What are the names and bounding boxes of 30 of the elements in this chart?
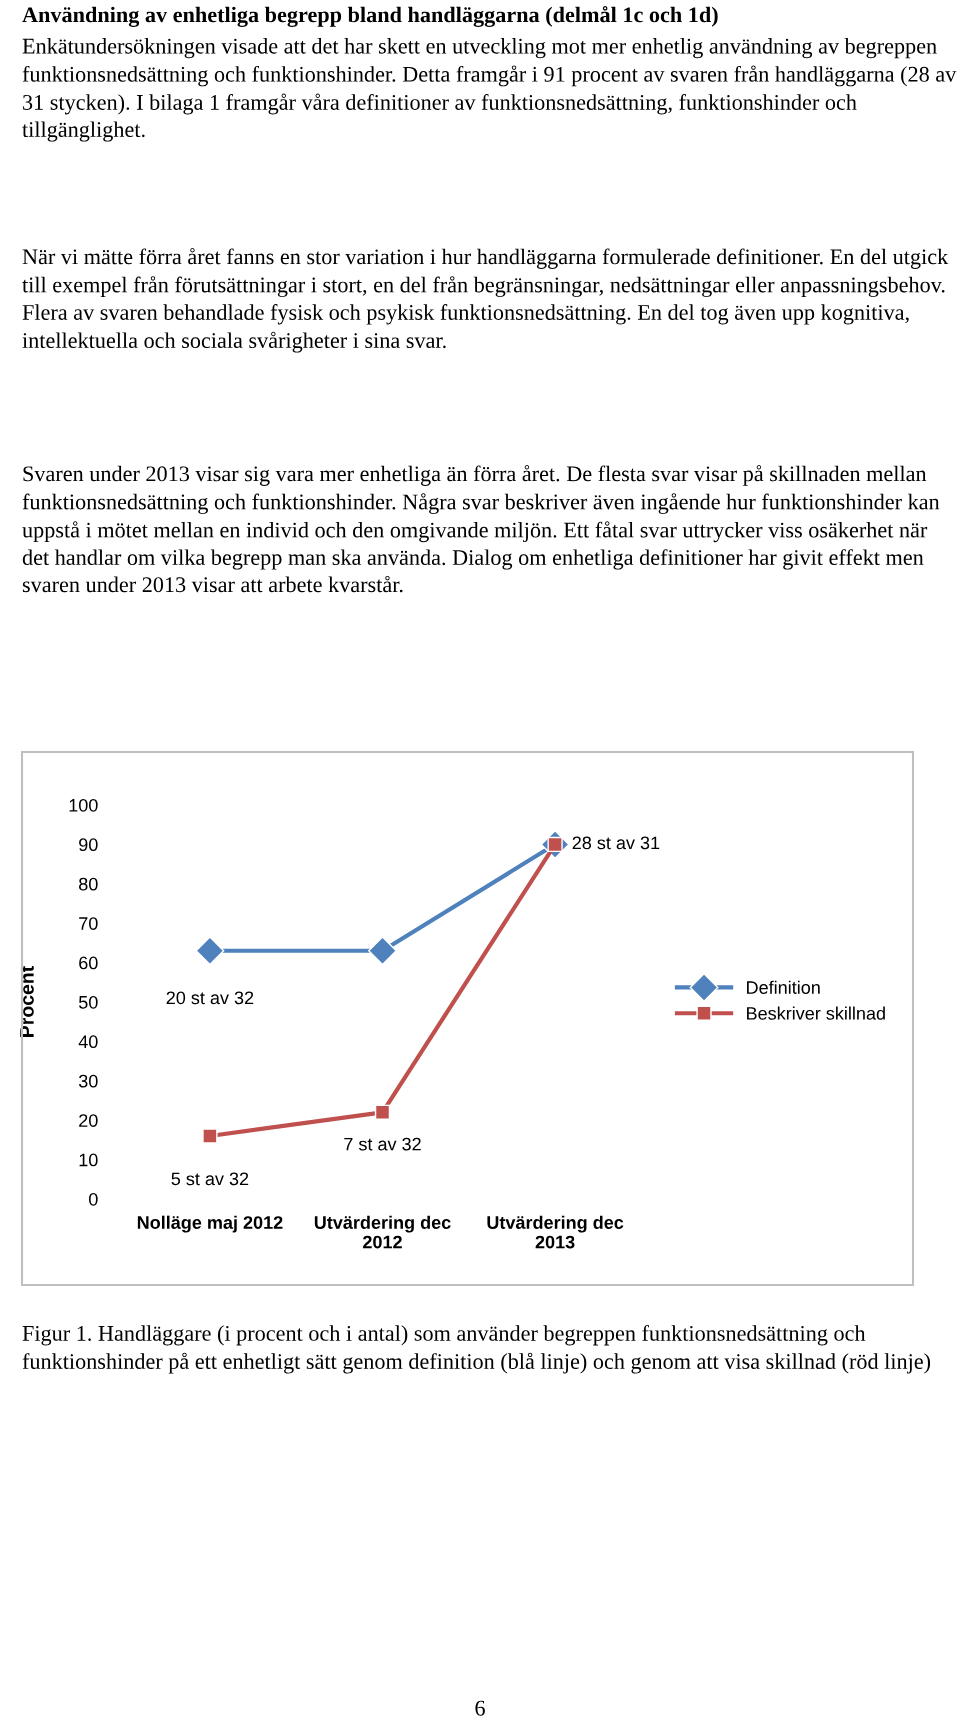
annotation: 20 st av 32 (166, 991, 254, 1005)
y-tick-label: 0 (89, 1192, 98, 1206)
text: Svaren under 2013 visar sig vara mer enhetliga än förra året. De flesta svar visar på skillnaden mellan funktionsnedsättning och funktionshinder. Några svar beskriver även ingående hur funktionshinder kan uppstå i mötet mellan en individ och den omgivande miljön. Ett fåtal svar uttrycker viss osäkerhet när det handlar om vilka begrepp man ska använda. Dialog om enhetliga definitioner har givit effekt men svaren under 2013 visar att arbete kvarstår. (22, 465, 940, 593)
y-tick-label: 40 (78, 1035, 98, 1049)
point (374, 1104, 391, 1120)
y-tick-label: 30 (78, 1074, 98, 1088)
point (202, 1128, 218, 1144)
y-tick-label: 60 (79, 956, 98, 970)
annotation: 5 st av 32 (171, 1172, 249, 1186)
point (195, 936, 225, 966)
y-tick-label: 100 (69, 798, 98, 812)
text: 6 (475, 1700, 485, 1716)
text: Enkätundersökningen visade att det har skett en utveckling mot mer enhetlig användning av begreppen funktionsnedsättning och funktionshinder. Detta framgår i 91 procent av svaren från handläggarna (28 av 31 stycken). I bilaga 1 framgår våra definitioner av funktionsnedsättning, funktionshinder och tillgänglighet. (22, 38, 957, 142)
legend-label: Definition (747, 980, 820, 994)
x-tick-label: Utvärdering dec 2013 (487, 1215, 624, 1249)
text: Figur 1. Handläggare (i procent och i antal) som använder begreppen funktionsnedsättning och funktionshinder på ett enhetligt sätt genom definition (blå linje) och genom att visa skillnad (röd linje) (22, 1325, 931, 1374)
y-tick-label: 80 (79, 877, 98, 891)
y-tick-label: 10 (79, 1153, 98, 1167)
y-tick-label: 50 (78, 995, 98, 1009)
text: När vi mätte förra året fanns en stor variation i hur handläggarna formulerade definitioner. En del utgick till exempel från förutsättningar i stort, en del från begränsningar, nedsättningar eller anpassningsbehov. Flera av svaren behandlade fysisk och psykisk funktionsnedsättning. En del tog även upp kognitiva, intellektuella och sociala svårigheter i sina svar. (22, 248, 949, 353)
x-tick-label: Utvärdering dec 2012 (314, 1215, 451, 1249)
annotation: 28 st av 31 (572, 836, 660, 850)
y-tick-label: 90 (79, 838, 98, 852)
x-tick-label: Nolläge maj 2012 (137, 1215, 283, 1233)
annotation: 7 st av 32 (344, 1137, 421, 1151)
y-tick-label: 20 (79, 1114, 98, 1127)
y-tick-label: 70 (79, 917, 98, 930)
legend-label: Beskriver skillnad (747, 1006, 885, 1020)
chart-title: Användning av enhetliga begrepp bland handläggarna (delmål 1c och 1d) (22, 6, 718, 27)
point (368, 936, 397, 966)
